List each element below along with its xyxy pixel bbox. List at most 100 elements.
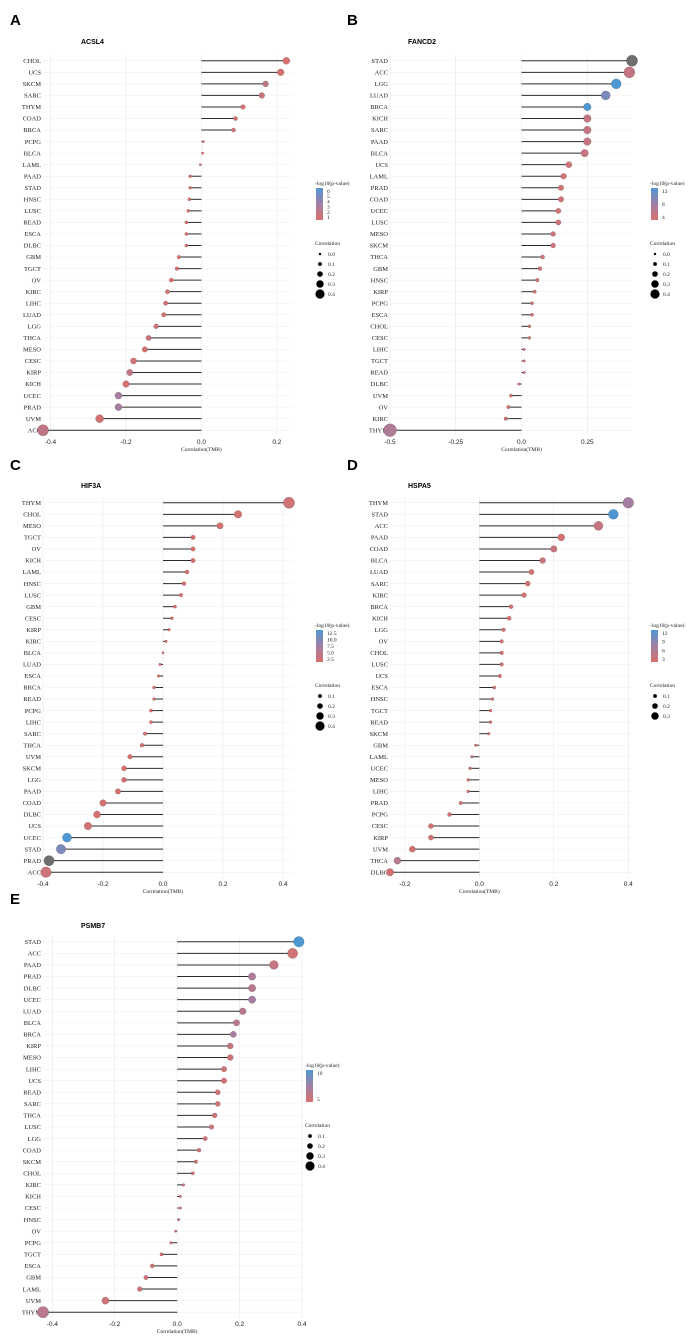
x-tick-label: -0.5	[384, 439, 396, 446]
size-legend-label: 0.2	[328, 272, 335, 278]
lollipop-dot	[83, 822, 93, 831]
lollipop-dot	[121, 765, 127, 772]
category-label: LUSC	[24, 592, 41, 599]
lollipop-dot	[393, 856, 402, 865]
lollipop-dot	[174, 1229, 178, 1233]
category-label: PAAD	[24, 962, 41, 969]
lollipop-dot	[188, 174, 192, 178]
color-legend-tick: 12	[662, 189, 668, 195]
lollipop-dot	[293, 936, 305, 948]
category-label: GBM	[26, 604, 41, 611]
lollipop-dot	[269, 960, 279, 970]
category-label: HNSC	[24, 197, 41, 204]
category-label: MESO	[23, 523, 41, 530]
category-label: LAML	[370, 754, 388, 761]
lollipop-dot	[130, 357, 137, 365]
category-label: THCA	[23, 335, 41, 342]
category-label: SKCM	[23, 81, 42, 88]
category-label: OV	[379, 639, 389, 646]
category-label: LGG	[28, 1136, 42, 1143]
lollipop-dot	[62, 832, 72, 843]
category-label: KIRC	[372, 592, 388, 599]
category-label: OV	[32, 277, 42, 284]
gene-title: FANCD2	[408, 39, 436, 46]
category-label: GBM	[373, 742, 388, 749]
color-legend-tick: 2	[327, 210, 330, 216]
category-label: PRAD	[24, 858, 42, 865]
category-label: KICH	[372, 116, 388, 123]
panel-letter: E	[10, 891, 20, 908]
panel-letter: B	[347, 12, 358, 29]
lollipop-dot	[40, 866, 52, 878]
category-label: PAAD	[24, 789, 41, 796]
category-label: LIHC	[26, 1066, 41, 1073]
category-label: ESCA	[24, 1263, 41, 1270]
category-label: GBM	[26, 1275, 41, 1282]
lollipop-dot	[539, 557, 546, 564]
category-label: UCEC	[371, 208, 388, 215]
lollipop-dot	[233, 510, 243, 519]
lollipop-dot	[141, 346, 148, 353]
category-label: DLBC	[371, 381, 388, 388]
category-label: ESCA	[24, 231, 41, 238]
lollipop-dot	[626, 54, 638, 67]
category-label: HNSC	[371, 277, 388, 284]
lollipop-dot	[608, 509, 619, 520]
category-label: STAD	[372, 58, 389, 65]
category-label: MESO	[23, 1055, 41, 1062]
category-label: LIHC	[26, 719, 41, 726]
size-legend-dot	[651, 712, 659, 720]
color-legend-tick: 3	[662, 657, 665, 663]
lollipop-dot	[143, 1275, 149, 1280]
lollipop-dot	[115, 788, 121, 795]
lollipop-dot	[181, 581, 187, 586]
size-legend-dot	[315, 289, 325, 299]
category-label: KIRP	[26, 1043, 41, 1050]
category-label: SKCM	[23, 766, 42, 773]
size-legend-dot	[316, 712, 324, 720]
lollipop-dot	[282, 57, 291, 65]
category-label: THCA	[23, 742, 41, 749]
lollipop-dot	[558, 184, 564, 191]
category-label: PAAD	[24, 173, 41, 180]
category-label: BRCA	[23, 685, 41, 692]
lollipop-dot	[517, 382, 521, 386]
x-tick-label: 0.4	[278, 881, 287, 888]
color-legend-tick: 5.0	[327, 651, 334, 657]
category-label: PRAD	[371, 800, 389, 807]
lollipop-dot	[558, 196, 564, 203]
category-label: KICH	[25, 381, 41, 388]
size-legend-dot	[652, 271, 658, 277]
x-tick-label: 0.4	[624, 881, 633, 888]
lollipop-dot	[208, 1124, 215, 1130]
lollipop-dot	[233, 116, 238, 121]
lollipop-dot	[262, 80, 269, 88]
x-tick-label: 0.0	[197, 439, 206, 446]
category-label: PCPG	[25, 708, 42, 715]
lollipop-dot	[188, 186, 192, 190]
lollipop-dot	[428, 834, 434, 841]
x-tick-label: 0.0	[173, 1321, 182, 1328]
lollipop-dot	[216, 522, 224, 530]
category-label: DLBC	[24, 812, 41, 819]
lollipop-dot	[532, 289, 537, 294]
color-legend-tick: 6	[662, 648, 665, 654]
category-label: LAML	[23, 162, 41, 169]
lollipop-dot	[122, 380, 130, 388]
category-label: ACC	[375, 523, 388, 530]
lollipop-dot	[528, 569, 535, 575]
category-label: UCS	[375, 673, 388, 680]
lollipop-dot	[142, 731, 148, 736]
lollipop-dot	[198, 163, 202, 167]
category-label: KIRP	[26, 627, 41, 634]
category-label: THCA	[23, 1113, 41, 1120]
size-legend-label: 0.2	[328, 704, 335, 710]
category-label: LIHC	[26, 300, 41, 307]
gene-title: ACSL4	[81, 39, 104, 46]
lollipop-dot	[177, 1218, 181, 1222]
x-tick-label: -0.4	[37, 881, 49, 888]
category-label: OV	[379, 404, 389, 411]
category-label: CESC	[372, 335, 388, 342]
category-label: ESCA	[24, 673, 41, 680]
category-label: LUSC	[371, 662, 388, 669]
